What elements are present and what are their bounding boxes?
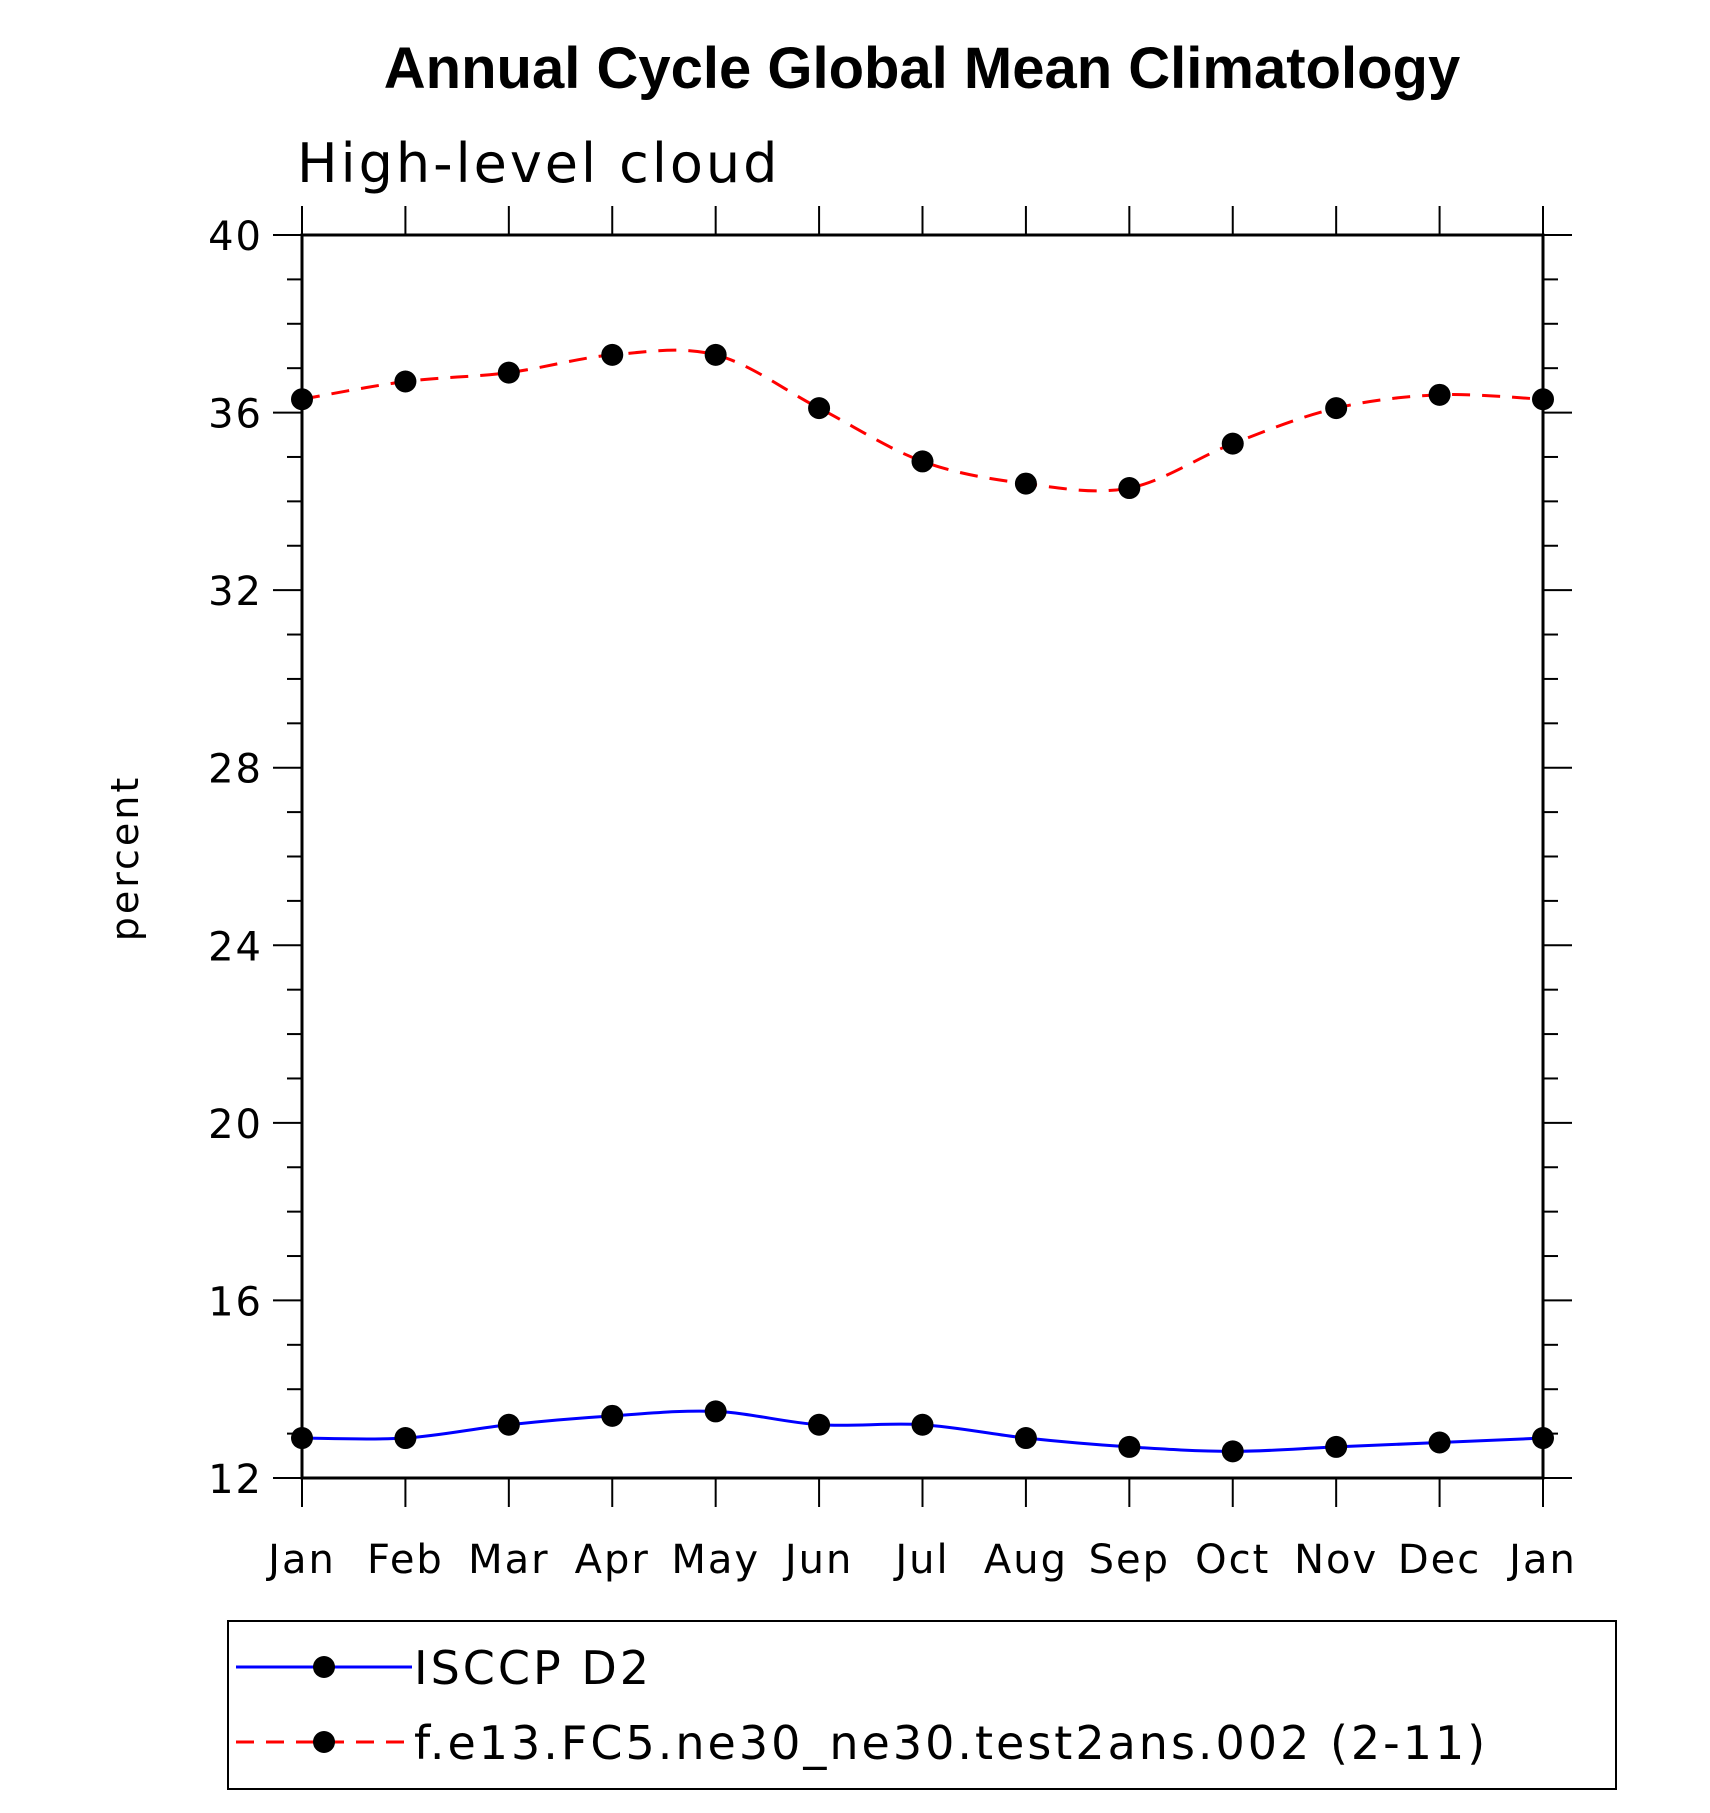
data-point (808, 1413, 831, 1436)
x-tick-label: May (671, 1537, 760, 1583)
x-tick-label: Jan (265, 1537, 336, 1583)
legend-entry: ISCCP D2 (236, 1641, 652, 1695)
x-tick-label: Mar (468, 1537, 549, 1583)
legend-marker-model (313, 1731, 335, 1753)
chart-subtitle: High-level cloud (297, 132, 780, 195)
legend: ISCCP D2 f.e13.FC5.ne30_ne30.test2ans.00… (227, 1620, 1617, 1790)
data-point (601, 343, 624, 366)
y-tick-label: 20 (208, 1102, 263, 1148)
x-tick-label: Sep (1089, 1537, 1170, 1583)
data-point (704, 343, 727, 366)
data-point (704, 1400, 727, 1423)
data-point (394, 1427, 417, 1450)
legend-entry: f.e13.FC5.ne30_ne30.test2ans.002 (2-11) (236, 1716, 1488, 1770)
y-tick-label: 16 (208, 1279, 263, 1325)
data-point (1014, 1427, 1037, 1450)
x-tick-label: Nov (1294, 1537, 1378, 1583)
data-point (291, 1427, 313, 1450)
data-point (1221, 432, 1244, 455)
data-point (911, 450, 934, 473)
y-tick-label: 40 (208, 214, 263, 260)
data-point (1014, 472, 1037, 495)
data-point (497, 361, 520, 384)
x-tick-label: Aug (984, 1537, 1068, 1583)
x-tick-label: Jun (782, 1537, 854, 1583)
x-tick-label: Feb (367, 1537, 444, 1583)
data-point (1325, 397, 1348, 420)
data-point (394, 370, 417, 393)
y-tick-label: 12 (208, 1457, 263, 1503)
x-tick-label: Dec (1398, 1537, 1481, 1583)
chart-title: Annual Cycle Global Mean Climatology (384, 36, 1460, 101)
data-point (911, 1413, 934, 1436)
legend-box (227, 1620, 1617, 1790)
data-point (1532, 1427, 1554, 1450)
data-point (291, 388, 313, 411)
y-tick-label: 24 (208, 924, 263, 970)
plot-series (291, 343, 1554, 1463)
data-point (808, 397, 831, 420)
data-point (497, 1413, 520, 1436)
x-tick-label: Oct (1195, 1537, 1270, 1583)
legend-label-isccp: ISCCP D2 (414, 1641, 652, 1695)
data-point (601, 1404, 624, 1427)
x-tick-label: Jul (892, 1537, 949, 1583)
y-axis-label: percent (103, 775, 147, 942)
legend-marker-isccp (313, 1656, 335, 1678)
y-tick-label: 32 (208, 569, 263, 615)
x-tick-label: Jan (1506, 1537, 1577, 1583)
data-point (1428, 383, 1451, 406)
data-point (1118, 1435, 1141, 1458)
data-point (1118, 477, 1141, 500)
legend-label-model: f.e13.FC5.ne30_ne30.test2ans.002 (2-11) (414, 1716, 1488, 1770)
axes: 12 16 20 24 28 32 36 40 Jan Feb Mar Apr May Jun Jul Aug… (208, 206, 1577, 1583)
data-point (1221, 1440, 1244, 1463)
data-point (1325, 1435, 1348, 1458)
y-tick-label: 36 (208, 392, 263, 438)
y-tick-label: 28 (208, 747, 263, 793)
x-tick-label: Apr (575, 1537, 650, 1583)
data-point (1532, 388, 1554, 411)
data-point (1428, 1431, 1451, 1454)
